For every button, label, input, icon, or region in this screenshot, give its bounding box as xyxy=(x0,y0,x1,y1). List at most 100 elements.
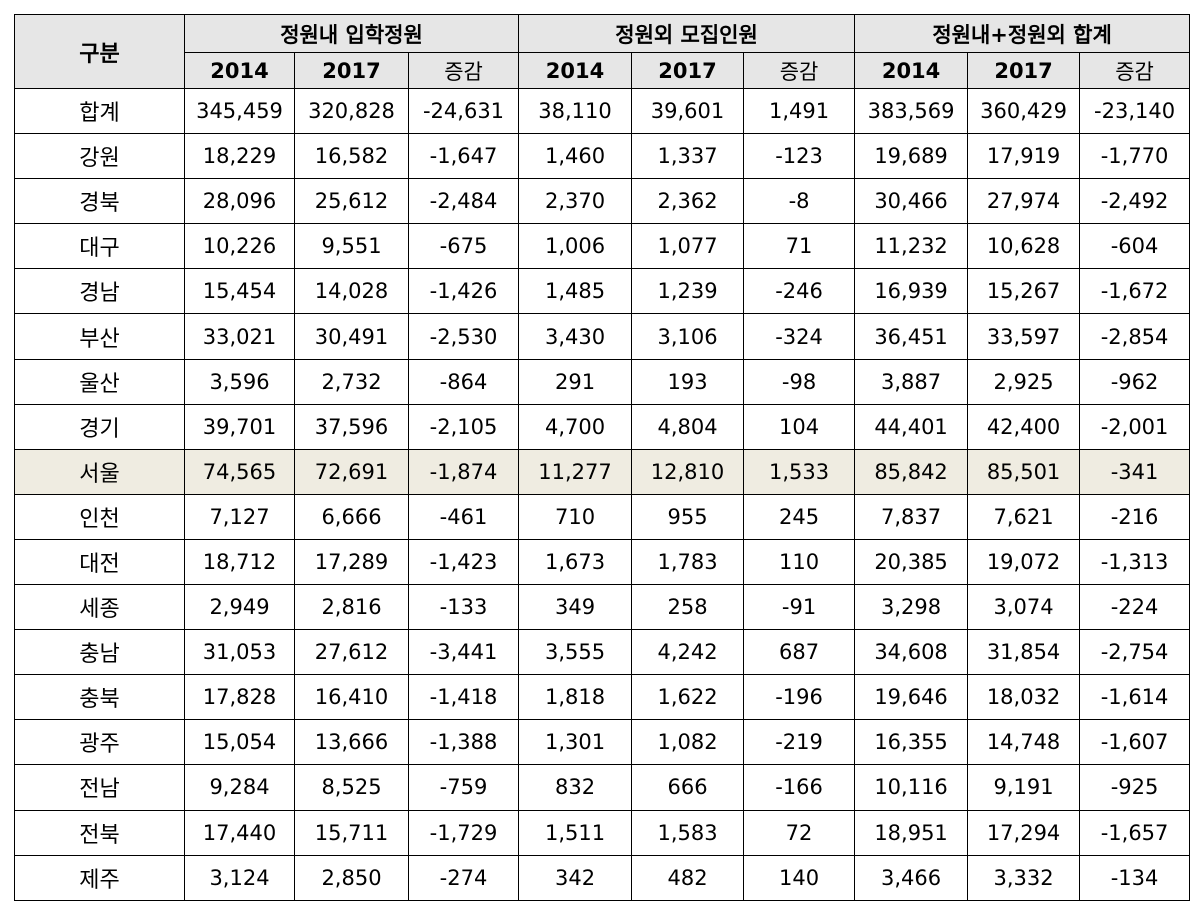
value-cell: 345,459 xyxy=(184,87,295,135)
admissions-table: 구분 정원내 입학정원 정원외 모집인원 정원내+정원외 합계 2014 201… xyxy=(14,14,1191,901)
value-cell: -216 xyxy=(1079,493,1191,540)
header-year: 2014 xyxy=(518,52,633,89)
region-cell: 경남 xyxy=(14,268,185,315)
value-cell: 38,110 xyxy=(518,87,633,135)
table-row: 합계 345,459 320,828 -24,631 38,110 39,601 1,491… xyxy=(14,87,1191,135)
value-cell: -91 xyxy=(743,584,856,631)
value-cell: -1,313 xyxy=(1079,538,1191,586)
value-cell: -2,754 xyxy=(1079,629,1191,676)
value-cell: 18,712 xyxy=(184,538,295,586)
value-cell: -2,492 xyxy=(1079,178,1191,225)
region-cell: 인천 xyxy=(14,493,185,540)
table-row: 경기 39,701 37,596 -2,105 4,700 4,804 104 44,401 4… xyxy=(14,403,1191,450)
value-cell: -1,672 xyxy=(1079,268,1191,315)
value-cell: 666 xyxy=(631,764,745,811)
value-cell: -219 xyxy=(743,719,856,766)
table-row: 경북 28,096 25,612 -2,484 2,370 2,362 -8 30,466 27… xyxy=(14,178,1191,225)
header-change: 증감 xyxy=(407,52,520,89)
value-cell: 17,919 xyxy=(967,133,1081,180)
value-cell: -196 xyxy=(743,674,856,721)
header-group: 정원내 입학정원 xyxy=(183,14,520,53)
value-cell: -604 xyxy=(1079,223,1191,270)
header-year: 2017 xyxy=(631,52,745,89)
value-cell: 2,362 xyxy=(631,178,745,225)
table-row: 전북 17,440 15,711 -1,729 1,511 1,583 72 18,951 17… xyxy=(14,809,1191,856)
value-cell: 258 xyxy=(631,584,745,631)
region-cell: 충북 xyxy=(14,674,185,721)
value-cell: 16,939 xyxy=(854,268,969,315)
table-row: 충남 31,053 27,612 -3,441 3,555 4,242 687 34,608 3… xyxy=(14,629,1191,676)
table-row: 세종 2,949 2,816 -133 349 258 -91 3,298 3,074 -224 xyxy=(14,584,1191,631)
value-cell: 85,501 xyxy=(967,448,1081,495)
value-cell: 104 xyxy=(743,403,856,450)
value-cell: 25,612 xyxy=(294,178,409,225)
region-cell: 제주 xyxy=(14,854,185,901)
value-cell: 13,666 xyxy=(294,719,409,766)
value-cell: 383,569 xyxy=(854,87,969,135)
value-cell: 3,430 xyxy=(518,313,633,360)
value-cell: 1,460 xyxy=(518,133,633,180)
region-cell: 대구 xyxy=(14,223,185,270)
value-cell: 15,454 xyxy=(184,268,295,315)
value-cell: 18,032 xyxy=(967,674,1081,721)
value-cell: -24,631 xyxy=(407,87,520,135)
table-row: 부산 33,021 30,491 -2,530 3,430 3,106 -324 36,451… xyxy=(14,313,1191,360)
region-cell: 세종 xyxy=(14,584,185,631)
value-cell: 44,401 xyxy=(854,403,969,450)
value-cell: 10,116 xyxy=(854,764,969,811)
value-cell: 10,226 xyxy=(184,223,295,270)
header-group: 정원내+정원외 합계 xyxy=(854,14,1191,53)
region-cell: 경북 xyxy=(14,178,185,225)
value-cell: 110 xyxy=(743,538,856,586)
value-cell: 17,289 xyxy=(294,538,409,586)
table-row: 충북 17,828 16,410 -1,418 1,818 1,622 -196 19,646… xyxy=(14,674,1191,721)
value-cell: 1,533 xyxy=(743,448,856,495)
value-cell: -134 xyxy=(1079,854,1191,901)
value-cell: 1,491 xyxy=(743,87,856,135)
value-cell: 1,082 xyxy=(631,719,745,766)
value-cell: -1,388 xyxy=(407,719,520,766)
value-cell: 11,232 xyxy=(854,223,969,270)
value-cell: 31,053 xyxy=(184,629,295,676)
value-cell: 3,074 xyxy=(967,584,1081,631)
region-cell: 경기 xyxy=(14,403,185,450)
value-cell: -1,614 xyxy=(1079,674,1191,721)
value-cell: 18,229 xyxy=(184,133,295,180)
value-cell: -1,770 xyxy=(1079,133,1191,180)
value-cell: -1,874 xyxy=(407,448,520,495)
value-cell: -8 xyxy=(743,178,856,225)
value-cell: 1,818 xyxy=(518,674,633,721)
value-cell: -2,530 xyxy=(407,313,520,360)
value-cell: 7,621 xyxy=(967,493,1081,540)
value-cell: 955 xyxy=(631,493,745,540)
table-row: 대전 18,712 17,289 -1,423 1,673 1,783 110 20,385 1… xyxy=(14,538,1191,586)
value-cell: -224 xyxy=(1079,584,1191,631)
value-cell: 1,622 xyxy=(631,674,745,721)
value-cell: -166 xyxy=(743,764,856,811)
table-row: 서울 74,565 72,691 -1,874 11,277 12,810 1,533 85,… xyxy=(14,448,1191,495)
value-cell: 42,400 xyxy=(967,403,1081,450)
value-cell: 6,666 xyxy=(294,493,409,540)
value-cell: -1,423 xyxy=(407,538,520,586)
value-cell: 85,842 xyxy=(854,448,969,495)
value-cell: 16,355 xyxy=(854,719,969,766)
value-cell: 2,370 xyxy=(518,178,633,225)
value-cell: 8,525 xyxy=(294,764,409,811)
value-cell: 16,410 xyxy=(294,674,409,721)
value-cell: 74,565 xyxy=(184,448,295,495)
value-cell: 3,124 xyxy=(184,854,295,901)
table-row: 강원 18,229 16,582 -1,647 1,460 1,337 -123 19,689… xyxy=(14,133,1191,180)
value-cell: 33,597 xyxy=(967,313,1081,360)
value-cell: 3,298 xyxy=(854,584,969,631)
table-row: 전남 9,284 8,525 -759 832 666 -166 10,116 9,191 -92… xyxy=(14,764,1191,811)
value-cell: 1,077 xyxy=(631,223,745,270)
value-cell: 342 xyxy=(518,854,633,901)
value-cell: -23,140 xyxy=(1079,87,1191,135)
value-cell: 193 xyxy=(631,358,745,405)
value-cell: 2,949 xyxy=(184,584,295,631)
value-cell: 30,466 xyxy=(854,178,969,225)
table-row: 제주 3,124 2,850 -274 342 482 140 3,466 3,332 -134 xyxy=(14,854,1191,901)
value-cell: 1,511 xyxy=(518,809,633,856)
region-cell: 서울 xyxy=(14,448,185,495)
value-cell: 10,628 xyxy=(967,223,1081,270)
